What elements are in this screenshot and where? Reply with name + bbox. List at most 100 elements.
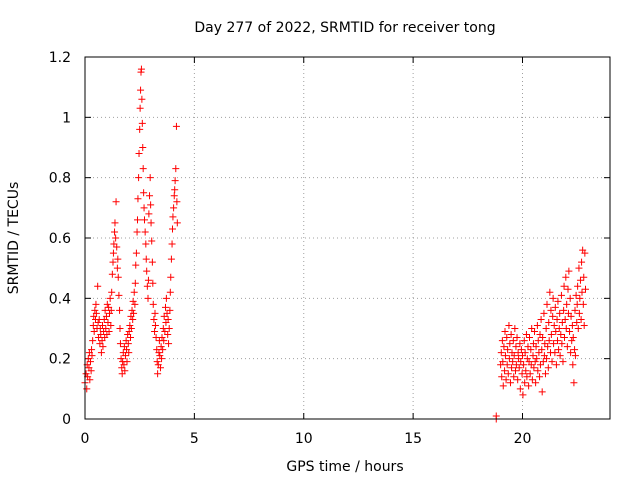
data-point: [112, 234, 120, 242]
data-point: [97, 349, 105, 357]
data-point: [107, 306, 115, 314]
data-point: [131, 279, 139, 287]
data-point: [173, 198, 181, 206]
data-point: [575, 264, 583, 272]
data-point: [521, 349, 529, 357]
data-point: [574, 282, 582, 290]
data-point: [514, 349, 522, 357]
data-point: [92, 309, 100, 317]
data-point: [160, 337, 168, 345]
data-point: [102, 312, 110, 320]
data-point: [159, 325, 167, 332]
data-point: [551, 349, 559, 357]
data-point: [544, 343, 552, 351]
y-tick-label: 0.8: [49, 171, 71, 187]
data-point: [571, 346, 579, 354]
data-point: [165, 340, 173, 348]
data-point: [556, 352, 564, 360]
data-point: [575, 309, 583, 317]
data-point: [161, 328, 169, 336]
data-point: [121, 352, 129, 360]
data-point: [512, 361, 520, 369]
data-point: [529, 352, 537, 360]
data-point: [132, 249, 140, 257]
data-point: [126, 321, 134, 329]
data-point: [88, 352, 96, 360]
data-point: [120, 361, 128, 369]
data-point: [88, 346, 96, 354]
data-point: [548, 358, 556, 366]
data-point: [108, 288, 116, 296]
data-point: [515, 364, 523, 372]
data-point: [571, 306, 579, 314]
data-point: [113, 264, 121, 272]
data-point: [153, 358, 161, 366]
data-point: [110, 240, 118, 248]
data-point: [151, 321, 159, 329]
data-point: [556, 309, 564, 317]
x-tick-label: 20: [514, 431, 532, 447]
data-point: [142, 255, 150, 263]
data-point: [103, 300, 111, 308]
data-point: [557, 331, 565, 339]
data-point: [116, 325, 124, 332]
data-point: [136, 125, 144, 133]
data-point: [86, 358, 94, 366]
data-point: [106, 294, 114, 302]
data-point: [138, 119, 146, 127]
data-point: [497, 349, 505, 357]
y-tick-label: 0: [62, 412, 71, 428]
data-point: [140, 204, 148, 212]
data-point: [554, 297, 562, 305]
data-point: [562, 325, 570, 332]
data-point: [146, 174, 154, 182]
data-point: [148, 258, 156, 266]
data-point: [154, 370, 162, 378]
x-tick-label: 5: [190, 431, 199, 447]
data-point: [516, 385, 524, 393]
data-point: [141, 216, 148, 224]
x-tick-label: 0: [81, 431, 90, 447]
data-point: [545, 337, 553, 345]
data-point: [97, 331, 105, 339]
data-point: [555, 346, 563, 354]
data-point: [173, 219, 181, 227]
data-point: [533, 355, 541, 363]
data-point: [162, 294, 170, 302]
data-point: [171, 186, 179, 194]
data-point: [523, 373, 531, 381]
data-point: [522, 367, 530, 375]
data-point: [158, 355, 166, 363]
data-point: [164, 331, 172, 339]
data-point: [576, 294, 584, 302]
data-point: [163, 309, 171, 317]
data-point: [114, 273, 122, 281]
data-point: [117, 355, 125, 363]
data-point: [530, 364, 538, 372]
data-point: [116, 340, 124, 348]
data-point: [144, 294, 152, 302]
data-point: [507, 331, 515, 339]
data-point: [546, 288, 554, 296]
x-tick-label: 10: [295, 431, 313, 447]
data-point: [573, 300, 581, 308]
data-point: [567, 312, 575, 320]
data-point: [576, 276, 584, 284]
data-point: [555, 325, 563, 332]
data-point: [167, 273, 175, 281]
data-point: [509, 337, 517, 345]
data-point: [142, 240, 150, 248]
data-point: [143, 267, 151, 275]
data-point: [150, 315, 158, 323]
data-point: [112, 198, 120, 206]
data-point: [169, 225, 176, 233]
data-point: [547, 306, 555, 314]
data-point: [514, 376, 522, 384]
data-point: [156, 352, 164, 360]
data-point: [534, 367, 542, 375]
data-point: [492, 412, 500, 420]
data-point: [570, 379, 578, 387]
data-point: [501, 352, 509, 360]
data-point: [114, 255, 122, 263]
data-point: [140, 189, 148, 197]
